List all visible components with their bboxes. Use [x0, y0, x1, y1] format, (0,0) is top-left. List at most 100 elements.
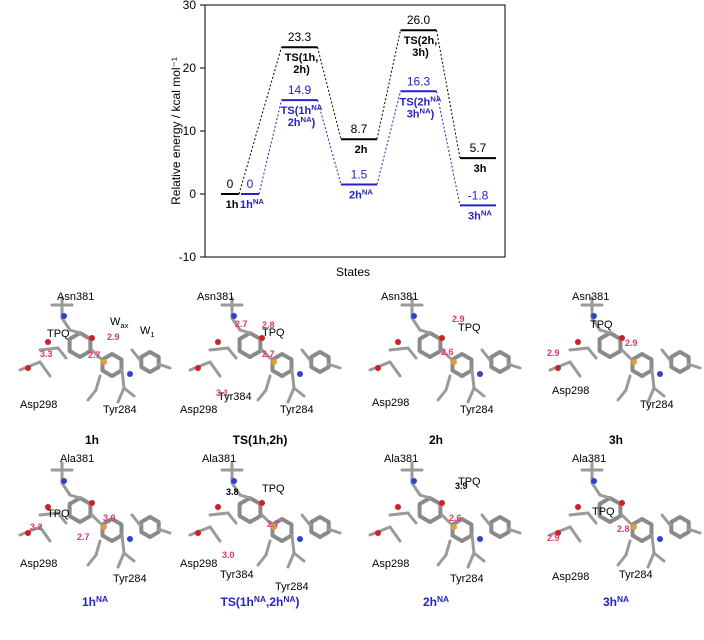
bond [470, 368, 476, 390]
bond [208, 525, 222, 543]
distance-label: 2.7 [77, 532, 90, 542]
bond [326, 362, 342, 370]
panel-caption-part: NA [283, 594, 295, 604]
residue-label-part: Tyr284 [450, 573, 484, 585]
atom [375, 365, 381, 371]
bond [38, 346, 60, 352]
state-label-part: 2h [349, 190, 362, 202]
bond [90, 348, 102, 360]
atom [231, 313, 237, 319]
panel-caption-part: 2h [429, 433, 443, 447]
ring [237, 496, 263, 524]
distance-label: 2.6 [441, 347, 454, 357]
residue-label: Asn381 [381, 291, 418, 303]
panel-caption-part: NA [437, 594, 449, 604]
atom [451, 524, 457, 530]
bond [226, 346, 238, 360]
state-label: TS(1h, [285, 52, 319, 64]
molecule [18, 461, 172, 569]
residue-label: Ala381 [384, 453, 418, 465]
bond [256, 553, 268, 567]
bond [410, 481, 422, 497]
residue-label-part: Asp298 [552, 385, 589, 397]
atom [215, 504, 221, 510]
residue-label-part: Asp298 [180, 558, 217, 570]
bond [480, 348, 492, 362]
state-label-part: NA [430, 94, 442, 103]
residue-label: Ala381 [572, 453, 606, 465]
distance-label: 2.7 [88, 350, 101, 360]
bond [260, 513, 272, 525]
panel-caption-part: 1h [82, 595, 96, 609]
residue-label-part: Asp298 [372, 397, 409, 409]
bond [660, 348, 672, 362]
distance-label: 2.7 [262, 349, 275, 359]
bond [466, 551, 476, 569]
bond [660, 513, 672, 527]
atom [259, 335, 265, 341]
bond [616, 388, 628, 402]
atom [395, 504, 401, 510]
panel-caption: 1hNA [82, 594, 108, 609]
bond [444, 374, 452, 392]
distance-label: 2.9 [547, 533, 560, 543]
atom [271, 524, 277, 530]
state-label-part: 3h) [412, 47, 429, 59]
bond [208, 511, 230, 517]
atom [575, 504, 581, 510]
residue-label-part: TPQ [592, 506, 615, 518]
residue-label: Asn381 [197, 291, 234, 303]
distance-label: 2.7 [235, 319, 248, 329]
atom [195, 530, 201, 536]
panel-caption: 2hNA [423, 594, 449, 609]
atom [477, 536, 483, 542]
state-label-part: NA [362, 188, 374, 197]
ring [417, 331, 443, 359]
bond [598, 328, 612, 335]
residue-label-part: W [110, 316, 121, 328]
residue-label-part: TPQ [458, 476, 481, 488]
atom [271, 359, 277, 365]
distance-label: 3.3 [40, 349, 53, 359]
bond [290, 533, 296, 555]
connector [436, 91, 461, 206]
residue-label-part: W [140, 325, 151, 337]
residue-label-part: Asn381 [57, 291, 94, 303]
residue-label-part: Asp298 [372, 558, 409, 570]
bond [292, 551, 306, 563]
state-label-part: TS(2h [400, 96, 431, 108]
atom [215, 339, 221, 345]
bond [686, 527, 702, 535]
bond [410, 316, 422, 332]
value-label: 5.7 [470, 141, 487, 155]
residue-label-part: Tyr284 [275, 581, 309, 593]
residue-label-part: Tyr284 [640, 399, 674, 411]
ring [100, 352, 124, 378]
atom [297, 536, 303, 542]
residue-label: Tyr284 [640, 399, 674, 411]
atom [25, 365, 31, 371]
atom [619, 500, 625, 506]
state-label: 3hNA [468, 208, 492, 222]
bond [568, 511, 590, 517]
state-label-part: 3h [407, 108, 420, 120]
bond [122, 386, 136, 398]
panel-caption-part: TS(1h [221, 595, 254, 609]
residue-label-part: TPQ [262, 483, 285, 495]
bond [650, 368, 656, 390]
residue-label-part: Asp298 [20, 399, 57, 411]
molecule [548, 296, 702, 404]
ring [309, 350, 331, 374]
bond [590, 481, 602, 497]
bond [286, 551, 296, 569]
residue-label-part: Tyr284 [460, 404, 494, 416]
bond [472, 386, 486, 398]
bond [466, 386, 476, 404]
bond [506, 527, 522, 535]
bond [60, 481, 72, 497]
state-label-part: 1h [240, 199, 253, 211]
residue-label-part: TPQ [458, 322, 481, 334]
bond [418, 493, 432, 500]
bond [256, 388, 268, 402]
